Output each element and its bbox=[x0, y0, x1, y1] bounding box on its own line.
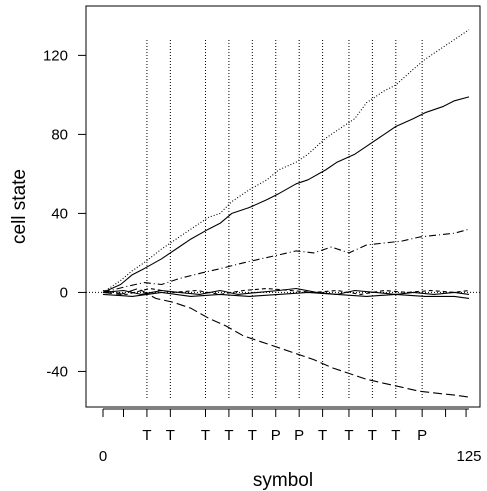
x-marker-label: T bbox=[318, 427, 327, 444]
x-marker-label: T bbox=[224, 427, 233, 444]
x-marker-label: T bbox=[368, 427, 377, 444]
y-axis-title: cell state bbox=[9, 169, 30, 244]
x-marker-label: T bbox=[166, 427, 175, 444]
y-tick-label: -40 bbox=[46, 363, 68, 380]
y-tick-label: 40 bbox=[51, 205, 68, 222]
series-line-solid bbox=[102, 96, 470, 293]
x-tick-label: 125 bbox=[456, 448, 481, 465]
y-tick-label: 0 bbox=[60, 284, 68, 301]
x-marker-label: P bbox=[294, 427, 304, 444]
series-line-dash-dot bbox=[102, 228, 470, 293]
x-marker-label: T bbox=[344, 427, 353, 444]
x-marker-label: T bbox=[391, 427, 400, 444]
x-marker-label: P bbox=[271, 427, 281, 444]
x-marker-label: T bbox=[201, 427, 210, 444]
x-marker-label: T bbox=[248, 427, 257, 444]
x-tick-label: 0 bbox=[99, 448, 107, 465]
series-line-dotted bbox=[102, 29, 470, 293]
series-line-solid bbox=[102, 287, 470, 295]
x-marker-label: P bbox=[417, 427, 427, 444]
x-marker-label: T bbox=[142, 427, 151, 444]
series-line-long-dash bbox=[102, 287, 470, 398]
y-tick-label: 80 bbox=[51, 126, 68, 143]
plot-frame bbox=[85, 5, 481, 408]
y-tick-label: 120 bbox=[43, 47, 68, 64]
series-line-solid bbox=[102, 291, 470, 299]
x-axis-title: symbol bbox=[253, 470, 313, 491]
